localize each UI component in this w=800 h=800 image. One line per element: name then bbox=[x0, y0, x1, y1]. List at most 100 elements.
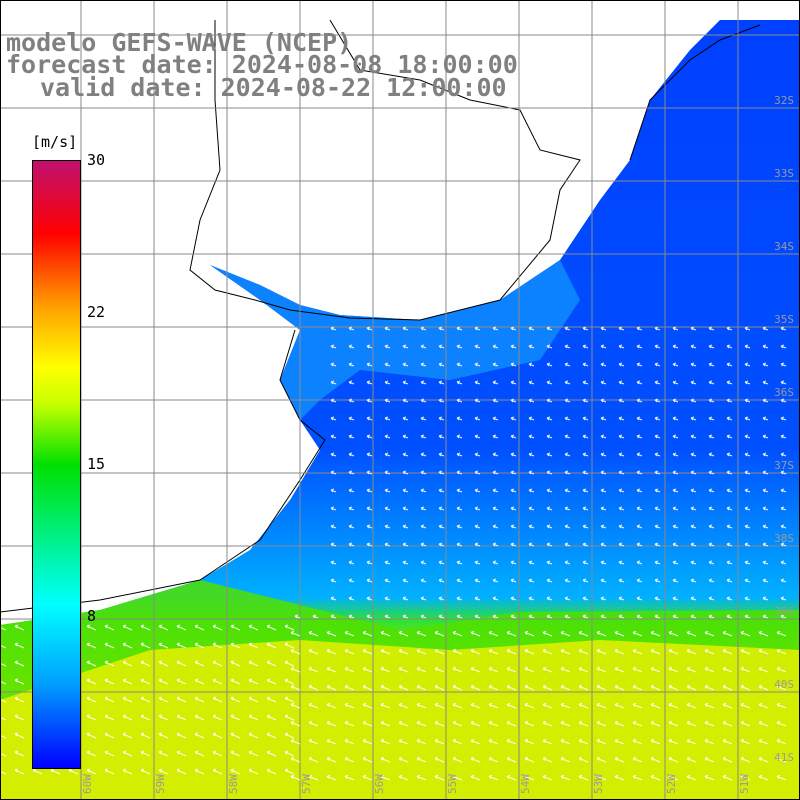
wind-arrow bbox=[456, 416, 463, 421]
wind-arrow bbox=[420, 452, 427, 457]
wind-arrow bbox=[762, 326, 769, 331]
wind-arrow bbox=[158, 660, 169, 667]
wind-arrow bbox=[762, 398, 769, 403]
wind-arrow bbox=[488, 774, 499, 781]
wind-arrow bbox=[14, 642, 25, 649]
wind-arrow bbox=[686, 756, 697, 763]
wind-arrow bbox=[668, 738, 679, 745]
wind-arrow bbox=[618, 506, 625, 511]
wind-arrow bbox=[308, 684, 319, 691]
wind-arrow bbox=[384, 596, 391, 601]
wind-arrow bbox=[194, 732, 205, 739]
wind-arrow bbox=[762, 542, 769, 547]
wind-arrow bbox=[344, 648, 355, 655]
wind-arrow bbox=[524, 630, 535, 637]
wind-arrow bbox=[398, 630, 409, 637]
wind-arrow bbox=[438, 524, 445, 529]
wind-arrow bbox=[452, 720, 463, 727]
wind-arrow bbox=[776, 684, 787, 691]
wind-arrow bbox=[488, 720, 499, 727]
wind-arrow bbox=[546, 506, 553, 511]
wind-arrow bbox=[86, 768, 97, 775]
wind-arrow bbox=[582, 380, 589, 385]
wind-arrow bbox=[564, 380, 571, 385]
colorbar bbox=[32, 160, 81, 769]
wind-arrow bbox=[762, 488, 769, 493]
wind-arrow bbox=[632, 666, 643, 673]
wind-arrow bbox=[402, 596, 409, 601]
wind-arrow bbox=[474, 326, 481, 331]
wind-arrow bbox=[650, 702, 661, 709]
wind-arrow bbox=[348, 344, 355, 349]
wind-arrow bbox=[14, 714, 25, 721]
wind-arrow bbox=[348, 578, 355, 583]
wind-arrow bbox=[524, 666, 535, 673]
wind-arrow bbox=[614, 720, 625, 727]
wind-arrow bbox=[326, 666, 337, 673]
wind-arrow bbox=[290, 648, 301, 655]
wind-arrow bbox=[744, 578, 751, 583]
wind-arrow bbox=[366, 524, 373, 529]
wind-arrow bbox=[420, 524, 427, 529]
wind-arrow bbox=[654, 416, 661, 421]
wind-arrow bbox=[402, 470, 409, 475]
wind-arrow bbox=[690, 488, 697, 493]
wind-arrow bbox=[420, 434, 427, 439]
wind-arrow bbox=[780, 434, 787, 439]
wind-arrow bbox=[456, 506, 463, 511]
wind-arrow bbox=[654, 470, 661, 475]
wind-arrow bbox=[420, 362, 427, 367]
wind-arrow bbox=[542, 648, 553, 655]
wind-arrow bbox=[348, 524, 355, 529]
wind-arrow bbox=[686, 738, 697, 745]
wind-arrow bbox=[564, 416, 571, 421]
wind-arrow bbox=[686, 630, 697, 637]
wind-arrow bbox=[632, 648, 643, 655]
wind-arrow bbox=[510, 434, 517, 439]
wind-arrow bbox=[636, 326, 643, 331]
lat-label-37s: 37S bbox=[774, 459, 794, 472]
wind-arrow bbox=[780, 470, 787, 475]
wind-arrow bbox=[690, 614, 697, 619]
wind-arrow bbox=[762, 596, 769, 601]
wind-arrow bbox=[308, 702, 319, 709]
wind-arrow bbox=[86, 660, 97, 667]
wind-arrow bbox=[140, 678, 151, 685]
wind-arrow bbox=[420, 416, 427, 421]
wind-arrow bbox=[266, 696, 277, 703]
wind-arrow bbox=[50, 768, 61, 775]
wind-arrow bbox=[326, 774, 337, 781]
wind-arrow bbox=[542, 756, 553, 763]
wind-arrow bbox=[618, 380, 625, 385]
wind-arrow bbox=[32, 768, 43, 775]
wind-arrow bbox=[578, 702, 589, 709]
wind-arrow bbox=[762, 578, 769, 583]
wind-arrow bbox=[384, 614, 391, 619]
wind-arrow bbox=[344, 702, 355, 709]
wind-arrow bbox=[560, 684, 571, 691]
wind-arrow bbox=[344, 720, 355, 727]
wind-arrow bbox=[488, 756, 499, 763]
wind-arrow bbox=[564, 614, 571, 619]
wind-arrow bbox=[740, 702, 751, 709]
wind-arrow bbox=[488, 630, 499, 637]
wind-arrow bbox=[582, 560, 589, 565]
wind-arrow bbox=[380, 756, 391, 763]
wind-arrow bbox=[618, 614, 625, 619]
wind-arrow bbox=[402, 362, 409, 367]
wind-arrow bbox=[348, 398, 355, 403]
wind-arrow bbox=[398, 738, 409, 745]
wind-arrow bbox=[722, 648, 733, 655]
colorbar-unit-label: [m/s] bbox=[32, 133, 78, 151]
wind-arrow bbox=[488, 648, 499, 655]
wind-arrow bbox=[546, 362, 553, 367]
wind-arrow bbox=[122, 660, 133, 667]
wind-arrow bbox=[668, 756, 679, 763]
wind-arrow bbox=[510, 470, 517, 475]
wind-arrow bbox=[528, 416, 535, 421]
wind-arrow bbox=[672, 362, 679, 367]
wind-arrow bbox=[402, 344, 409, 349]
wind-arrow bbox=[284, 750, 295, 757]
wind-arrow bbox=[14, 732, 25, 739]
lon-label-53w: 53W bbox=[592, 774, 605, 794]
